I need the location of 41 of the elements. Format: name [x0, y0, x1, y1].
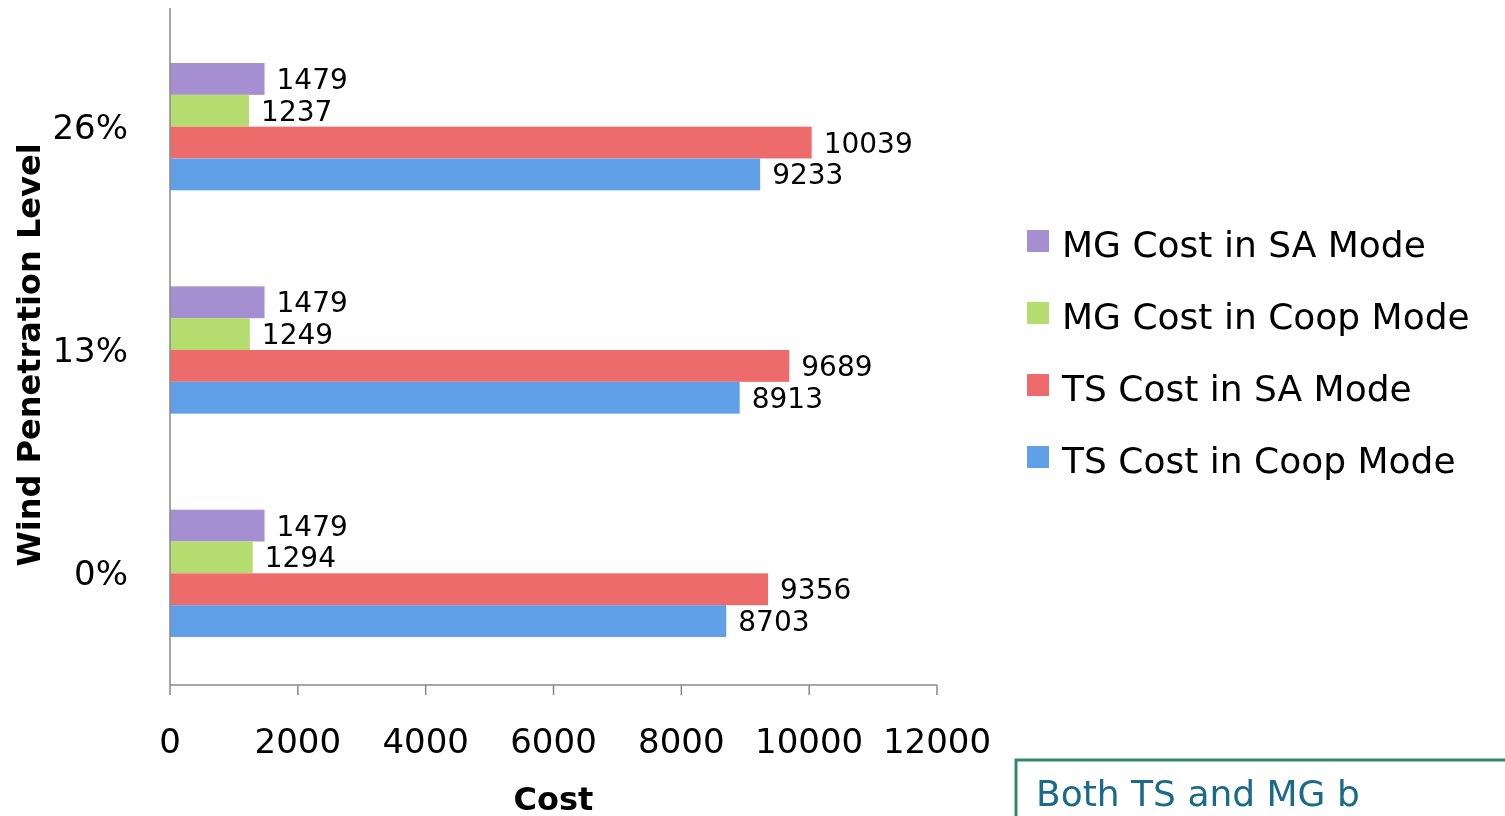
- y-tick-label: 0%: [74, 553, 128, 594]
- x-tick-label: 12000: [882, 721, 992, 761]
- bar: [170, 541, 253, 574]
- bar: [170, 573, 768, 606]
- bar: [170, 126, 812, 159]
- data-label: 8703: [738, 605, 810, 639]
- data-label: 9356: [780, 573, 852, 607]
- data-label: 1479: [276, 286, 348, 320]
- data-label: 1237: [261, 94, 333, 128]
- x-tick-label: 8000: [638, 721, 725, 761]
- data-label: 1249: [261, 318, 334, 352]
- x-axis-title: Cost: [513, 780, 594, 816]
- x-tick-label: 10000: [755, 721, 864, 761]
- bar: [170, 350, 790, 382]
- bar: [170, 94, 250, 127]
- legend-label: TS Cost in Coop Mode: [1061, 440, 1456, 481]
- data-label: 1479: [276, 509, 348, 543]
- bar: [170, 286, 265, 319]
- x-tick-label: 0: [159, 721, 181, 761]
- data-label: 1294: [264, 541, 336, 575]
- text: Both TS and MG b: [1036, 773, 1360, 814]
- data-label: 9233: [772, 158, 844, 192]
- legend-label: TS Cost in SA Mode: [1061, 368, 1412, 409]
- y-tick-label: 13%: [52, 330, 128, 370]
- x-tick-label: 6000: [510, 721, 597, 761]
- data-label: 10039: [823, 126, 913, 160]
- legend-label: MG Cost in Coop Mode: [1062, 296, 1470, 337]
- x-tick-label: 2000: [254, 721, 342, 761]
- bar: [170, 605, 727, 637]
- data-label: 8913: [751, 381, 823, 415]
- data-label: 9689: [801, 349, 873, 383]
- y-tick-label: 26%: [52, 106, 128, 147]
- bar: [170, 381, 740, 414]
- data-label: 1479: [276, 62, 348, 96]
- x-tick-label: 4000: [382, 721, 469, 761]
- y-axis-title: Wind Penetration Level: [10, 143, 48, 567]
- bar: [170, 63, 265, 95]
- bar: [170, 509, 265, 542]
- bar: [170, 158, 761, 191]
- bar: [170, 318, 250, 350]
- legend-label: MG Cost in SA Mode: [1062, 224, 1426, 265]
